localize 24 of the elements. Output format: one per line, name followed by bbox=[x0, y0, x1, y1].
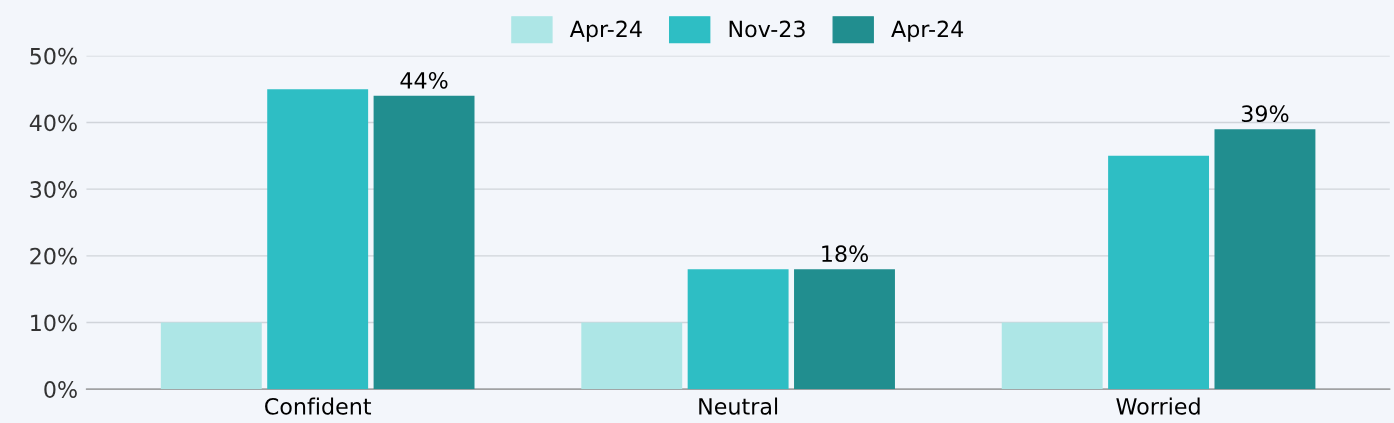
legend-label: Apr-24 bbox=[891, 20, 964, 42]
y-tick-label: 20% bbox=[30, 247, 77, 265]
legend-label: Apr-24 bbox=[569, 20, 642, 42]
y-tick-label: 50% bbox=[30, 47, 77, 65]
bar bbox=[1214, 129, 1316, 390]
data-label: 39% bbox=[1241, 105, 1289, 123]
bar bbox=[1108, 155, 1210, 390]
bar bbox=[373, 95, 475, 390]
y-tick-label: 10% bbox=[31, 314, 77, 332]
y-tick-label: 0% bbox=[44, 381, 77, 398]
bar bbox=[581, 322, 683, 390]
x-tick-label: Neutral bbox=[699, 397, 778, 415]
bar bbox=[794, 269, 895, 390]
x-tick-label: Confident bbox=[265, 397, 372, 415]
legend-label: Nov-23 bbox=[729, 20, 805, 38]
bar bbox=[1001, 322, 1103, 390]
bar bbox=[267, 89, 369, 390]
bar bbox=[687, 269, 789, 390]
data-label: 18% bbox=[822, 245, 868, 263]
x-tick-label: Worried bbox=[1116, 397, 1200, 415]
bar bbox=[160, 322, 262, 390]
y-tick-label: 40% bbox=[29, 114, 77, 132]
data-label: 44% bbox=[400, 71, 448, 89]
y-tick-label: 30% bbox=[30, 181, 77, 198]
